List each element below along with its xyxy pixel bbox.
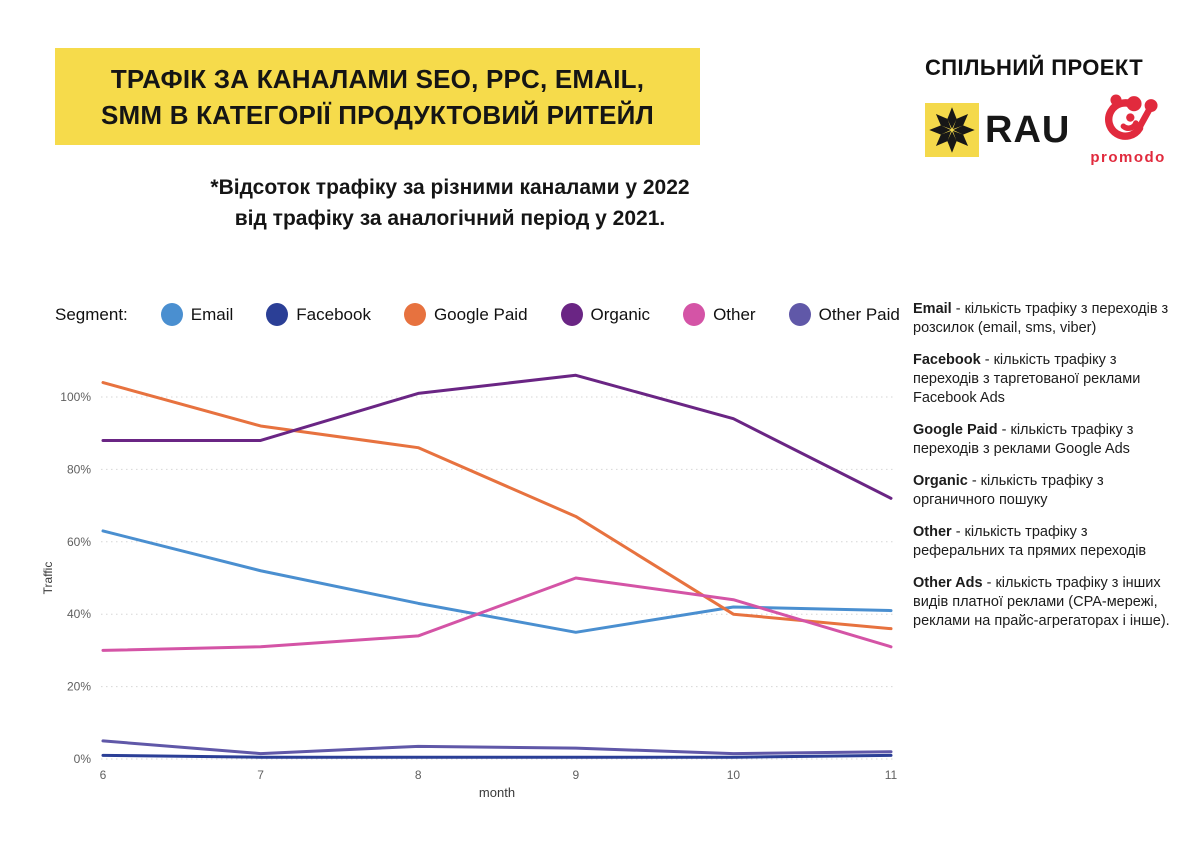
page-title-line1: ТРАФІК ЗА КАНАЛАМИ SEO, PPC, EMAIL, <box>110 63 645 94</box>
legend-item-label: Organic <box>590 304 651 324</box>
chart-area: 0% 20% 40% 60% 80% 100% 6 7 8 9 10 11 month Traffic <box>40 352 910 802</box>
page-title-line2: SMM В КАТЕГОРІЇ ПРОДУКТОВИЙ РИТЕЙЛ <box>101 99 654 130</box>
definition-text: - кількість трафіку з реферальних та пря… <box>913 524 1147 559</box>
traffic-line-chart: 0% 20% 40% 60% 80% 100% 6 7 8 9 10 11 month Traffic <box>41 373 898 800</box>
legend-item-label: Other Paid <box>818 304 900 324</box>
x-tick-label: 6 <box>100 768 107 782</box>
definition-text: - кількість трафіку з переходів з таргет… <box>913 352 1141 406</box>
segment-definitions: Email - кількість трафіку з переходів з … <box>913 300 1171 644</box>
title-banner: ТРАФІК ЗА КАНАЛАМИ SEO, PPC, EMAIL, SMM … <box>55 48 700 145</box>
legend-swatch-icon <box>160 303 183 326</box>
x-tick-label: 9 <box>572 768 579 782</box>
legend-item-facebook[interactable]: Facebook <box>266 303 371 326</box>
y-tick-label: 40% <box>67 607 91 621</box>
legend-item-other-paid[interactable]: Other Paid <box>788 303 900 326</box>
y-tick-label: 0% <box>74 752 92 766</box>
definition-text: - кількість трафіку з органичного пошуку <box>913 473 1104 508</box>
x-tick-label: 11 <box>885 768 898 782</box>
partner-block: СПІЛЬНИЙ ПРОЕКТ R <box>925 55 1175 166</box>
y-tick-label: 60% <box>67 535 91 549</box>
legend-item-label: Email <box>190 304 234 324</box>
y-axis-title: Traffic <box>41 562 55 595</box>
promodo-logo: promodo <box>1090 94 1166 166</box>
x-tick-label: 8 <box>415 768 422 782</box>
definition-term: Facebook <box>913 352 981 368</box>
legend-swatch-icon <box>560 303 583 326</box>
definition-other-ads: Other Ads - кількість трафіку з інших ви… <box>913 574 1171 631</box>
definition-text: - кількість трафіку з інших видів платно… <box>913 575 1170 629</box>
rau-star-icon <box>925 103 979 157</box>
definition-text: - кількість трафіку з переходів з реклам… <box>913 422 1134 457</box>
series-line-organic[interactable] <box>101 373 893 500</box>
y-tick-label: 20% <box>67 680 91 694</box>
definition-text: - кількість трафіку з переходів з розсил… <box>913 301 1169 336</box>
legend-item-organic[interactable]: Organic <box>560 303 651 326</box>
legend-swatch-icon <box>403 303 426 326</box>
legend-item-label: Other <box>713 304 756 324</box>
chart-legend: Segment: Email Facebook Google Paid Organic… <box>55 303 900 326</box>
definition-term: Google Paid <box>913 422 998 438</box>
partner-logos: RAU promodo <box>925 94 1175 166</box>
legend-swatch-icon <box>683 303 706 326</box>
x-tick-label: 10 <box>727 768 741 782</box>
rau-logo-text: RAU <box>985 108 1071 151</box>
rau-logo: RAU <box>925 103 1070 157</box>
series-line-facebook[interactable] <box>101 753 893 759</box>
subtitle-line1: *Відсоток трафіку за різними каналами у … <box>210 176 690 199</box>
chart-subtitle: *Відсоток трафіку за різними каналами у … <box>130 172 770 234</box>
definition-google-paid: Google Paid - кількість трафіку з перехо… <box>913 421 1171 459</box>
legend-swatch-icon <box>266 303 289 326</box>
legend-item-email[interactable]: Email <box>160 303 234 326</box>
legend-item-label: Google Paid <box>433 304 528 324</box>
subtitle-line2: від трафіку за аналогічний період у 2021… <box>234 207 666 230</box>
x-tick-label: 7 <box>257 768 264 782</box>
series-line-google-paid[interactable] <box>101 381 893 631</box>
legend-swatch-icon <box>788 303 811 326</box>
promodo-logo-text: promodo <box>1090 149 1166 166</box>
definition-term: Other <box>913 524 952 540</box>
definition-facebook: Facebook - кількість трафіку з переходів… <box>913 351 1171 408</box>
partner-label: СПІЛЬНИЙ ПРОЕКТ <box>925 55 1144 80</box>
legend-item-google-paid[interactable]: Google Paid <box>403 303 528 326</box>
legend-item-other[interactable]: Other <box>683 303 756 326</box>
definition-organic: Organic - кількість трафіку з органичног… <box>913 472 1171 510</box>
definition-email: Email - кількість трафіку з переходів з … <box>913 300 1171 338</box>
definition-term: Other Ads <box>913 575 983 591</box>
definition-term: Email <box>913 301 952 317</box>
x-axis-title: month <box>479 785 515 800</box>
series-line-other-paid[interactable] <box>101 739 893 756</box>
promodo-icon <box>1096 94 1160 147</box>
legend-title: Segment: <box>55 304 128 324</box>
definition-term: Organic <box>913 473 968 489</box>
series-line-other[interactable] <box>101 576 893 652</box>
legend-item-label: Facebook <box>296 304 371 324</box>
definition-other: Other - кількість трафіку з реферальних … <box>913 523 1171 561</box>
y-tick-label: 80% <box>67 462 91 476</box>
y-tick-label: 100% <box>60 390 91 404</box>
